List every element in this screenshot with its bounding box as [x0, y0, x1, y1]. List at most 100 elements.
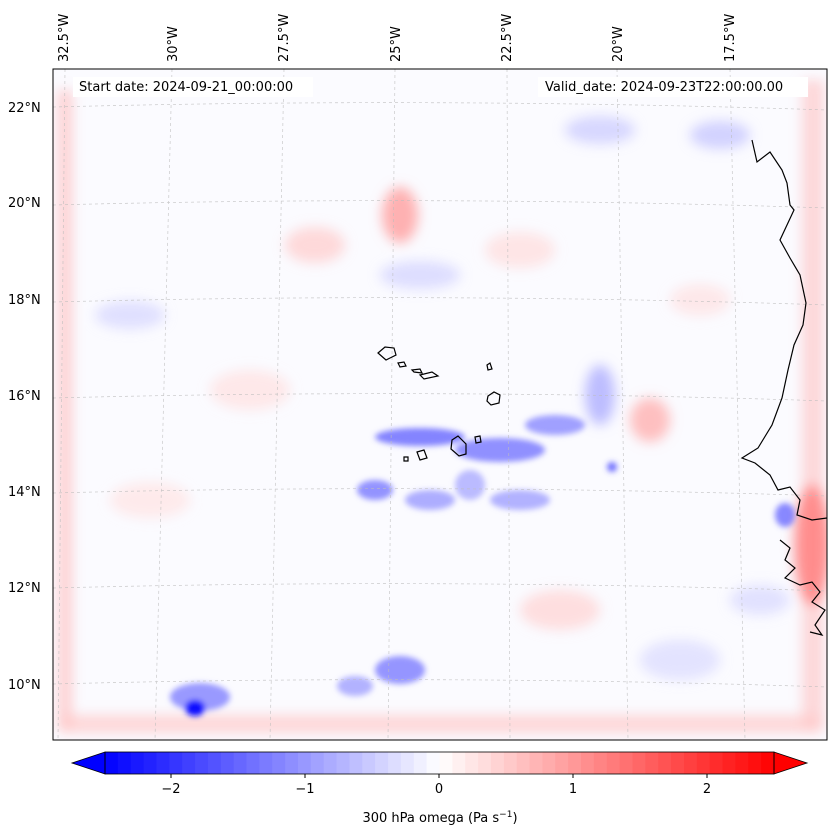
- map-frame: [52, 68, 828, 741]
- colorbar-cell: [503, 752, 518, 774]
- cape-verde-boa-vista: [486, 391, 501, 406]
- colorbar-cell: [413, 752, 428, 774]
- colorbar-cell: [117, 752, 132, 774]
- cape-verde-fogo: [416, 449, 428, 461]
- colorbar-cell: [593, 752, 608, 774]
- colorbar-cell: [568, 752, 582, 774]
- colorbar-cell: [297, 752, 312, 774]
- colorbar-cell: [156, 752, 170, 774]
- colorbar-cell: [671, 752, 685, 774]
- colorbar-max-extend: [773, 751, 809, 775]
- colorbar-cell: [683, 752, 698, 774]
- colorbar-cell: [478, 752, 492, 774]
- colorbar-cell: [516, 752, 531, 774]
- colorbar-cell: [490, 752, 505, 774]
- latitude-labels: 22°N 20°N 18°N 16°N 14°N 12°N 10°N: [8, 101, 41, 693]
- lon-label: 22.5°W: [500, 14, 515, 62]
- colorbar-cell: [362, 752, 376, 774]
- colorbar-cell: [529, 752, 544, 774]
- colorbar-cell: [246, 752, 260, 774]
- cape-verde-sao-vicente: [397, 361, 407, 368]
- colorbar-cell: [748, 752, 762, 774]
- colorbar-label-main: 300 hPa omega (Pa s: [362, 811, 499, 826]
- colorbar-cell: [426, 752, 441, 774]
- colorbar-cell: [220, 752, 235, 774]
- colorbar-cell: [761, 752, 775, 774]
- colorbar-cell: [709, 752, 724, 774]
- colorbar-tick-label: 1: [569, 782, 577, 797]
- guinea-bissau-coastline: [779, 539, 826, 636]
- colorbar-cell: [439, 752, 453, 774]
- colorbar-cell: [722, 752, 737, 774]
- start-date-box: [73, 77, 313, 97]
- map-frame-background: [53, 69, 827, 740]
- colorbar: −2 −1 0 1 2 300 hPa omega (Pa s−1): [70, 751, 809, 826]
- lat-label: 12°N: [8, 581, 41, 596]
- colorbar-cell: [272, 752, 286, 774]
- cape-verde-maio: [474, 435, 482, 444]
- colorbar-cell: [182, 752, 196, 774]
- colorbar-label-exponent: −1: [499, 810, 512, 820]
- colorbar-cell: [143, 752, 158, 774]
- graticule: [53, 69, 827, 740]
- colorbar-label: 300 hPa omega (Pa s−1): [362, 810, 517, 826]
- colorbar-cell: [735, 752, 749, 774]
- lat-label: 14°N: [8, 485, 41, 500]
- colorbar-cell: [375, 752, 389, 774]
- longitude-labels: 32.5°W 30°W 27.5°W 25°W 22.5°W 20°W 17.5…: [57, 14, 738, 62]
- colorbar-cell: [658, 752, 672, 774]
- cape-verde-sal-rei: [418, 371, 440, 380]
- lat-label: 10°N: [8, 678, 41, 693]
- colorbar-cells: [105, 752, 775, 774]
- valid-date-label: Valid_date: 2024-09-23T22:00:00.00: [545, 80, 783, 95]
- colorbar-cell: [195, 752, 209, 774]
- colorbar-cell: [169, 752, 183, 774]
- colorbar-cell: [632, 752, 646, 774]
- colorbar-cell: [388, 752, 402, 774]
- colorbar-cell: [233, 752, 248, 774]
- coastlines: [377, 139, 827, 636]
- lon-label: 30°W: [166, 26, 181, 62]
- valid-date-box: [538, 77, 808, 97]
- lat-label: 18°N: [8, 293, 41, 308]
- lon-label: 27.5°W: [277, 14, 292, 62]
- omega-field: [58, 80, 827, 733]
- colorbar-cell: [619, 752, 634, 774]
- colorbar-cell: [336, 752, 351, 774]
- colorbar-cell: [349, 752, 363, 774]
- colorbar-cell: [542, 752, 556, 774]
- colorbar-tick-label: 2: [703, 782, 711, 797]
- colorbar-min-extend: [70, 751, 106, 775]
- colorbar-tick-label: −2: [161, 782, 180, 797]
- colorbar-cell: [696, 752, 711, 774]
- colorbar-cell: [310, 752, 325, 774]
- colorbar-cell: [555, 752, 569, 774]
- cape-verde-sao-nicolau: [410, 368, 424, 374]
- lon-label: 17.5°W: [723, 14, 738, 62]
- colorbar-cell: [606, 752, 621, 774]
- colorbar-cell: [400, 752, 415, 774]
- colorbar-tick-label: −1: [295, 782, 314, 797]
- colorbar-ticks: [170, 774, 708, 778]
- lon-label: 25°W: [389, 26, 404, 62]
- lat-label: 22°N: [8, 101, 41, 116]
- lon-label: 20°W: [611, 26, 626, 62]
- colorbar-cell: [645, 752, 659, 774]
- start-date-label: Start date: 2024-09-21_00:00:00: [79, 80, 293, 95]
- lat-label: 20°N: [8, 196, 41, 211]
- cape-verde-santiago: [450, 435, 467, 457]
- africa-coastline: [740, 139, 827, 521]
- cape-verde-brava: [403, 456, 409, 462]
- colorbar-cell: [105, 752, 119, 774]
- colorbar-cell: [465, 752, 479, 774]
- colorbar-cell: [581, 752, 595, 774]
- colorbar-cell: [285, 752, 299, 774]
- lat-label: 16°N: [8, 389, 41, 404]
- colorbar-cell: [259, 752, 273, 774]
- colorbar-cell: [130, 752, 145, 774]
- colorbar-cell: [207, 752, 222, 774]
- colorbar-cell: [452, 752, 466, 774]
- colorbar-label-end: ): [512, 811, 517, 826]
- colorbar-cell: [323, 752, 338, 774]
